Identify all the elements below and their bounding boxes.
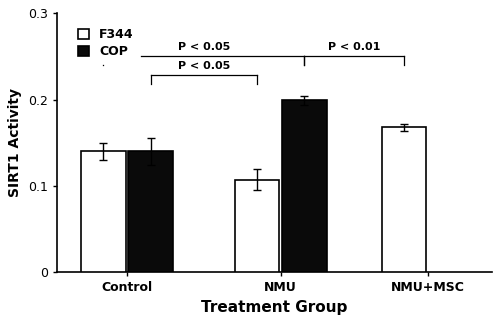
Y-axis label: SIRT1 Activity: SIRT1 Activity — [8, 88, 22, 197]
Bar — [234, 180, 280, 272]
Text: P < 0.01: P < 0.01 — [328, 42, 380, 52]
X-axis label: Treatment Group: Treatment Group — [201, 300, 348, 315]
Text: P < 0.05: P < 0.05 — [178, 61, 230, 71]
Bar — [382, 127, 426, 272]
Bar — [128, 151, 173, 272]
Bar — [282, 100, 327, 272]
Bar — [81, 151, 126, 272]
Legend: F344, COP: F344, COP — [72, 22, 140, 64]
Text: P < 0.05: P < 0.05 — [178, 42, 230, 52]
